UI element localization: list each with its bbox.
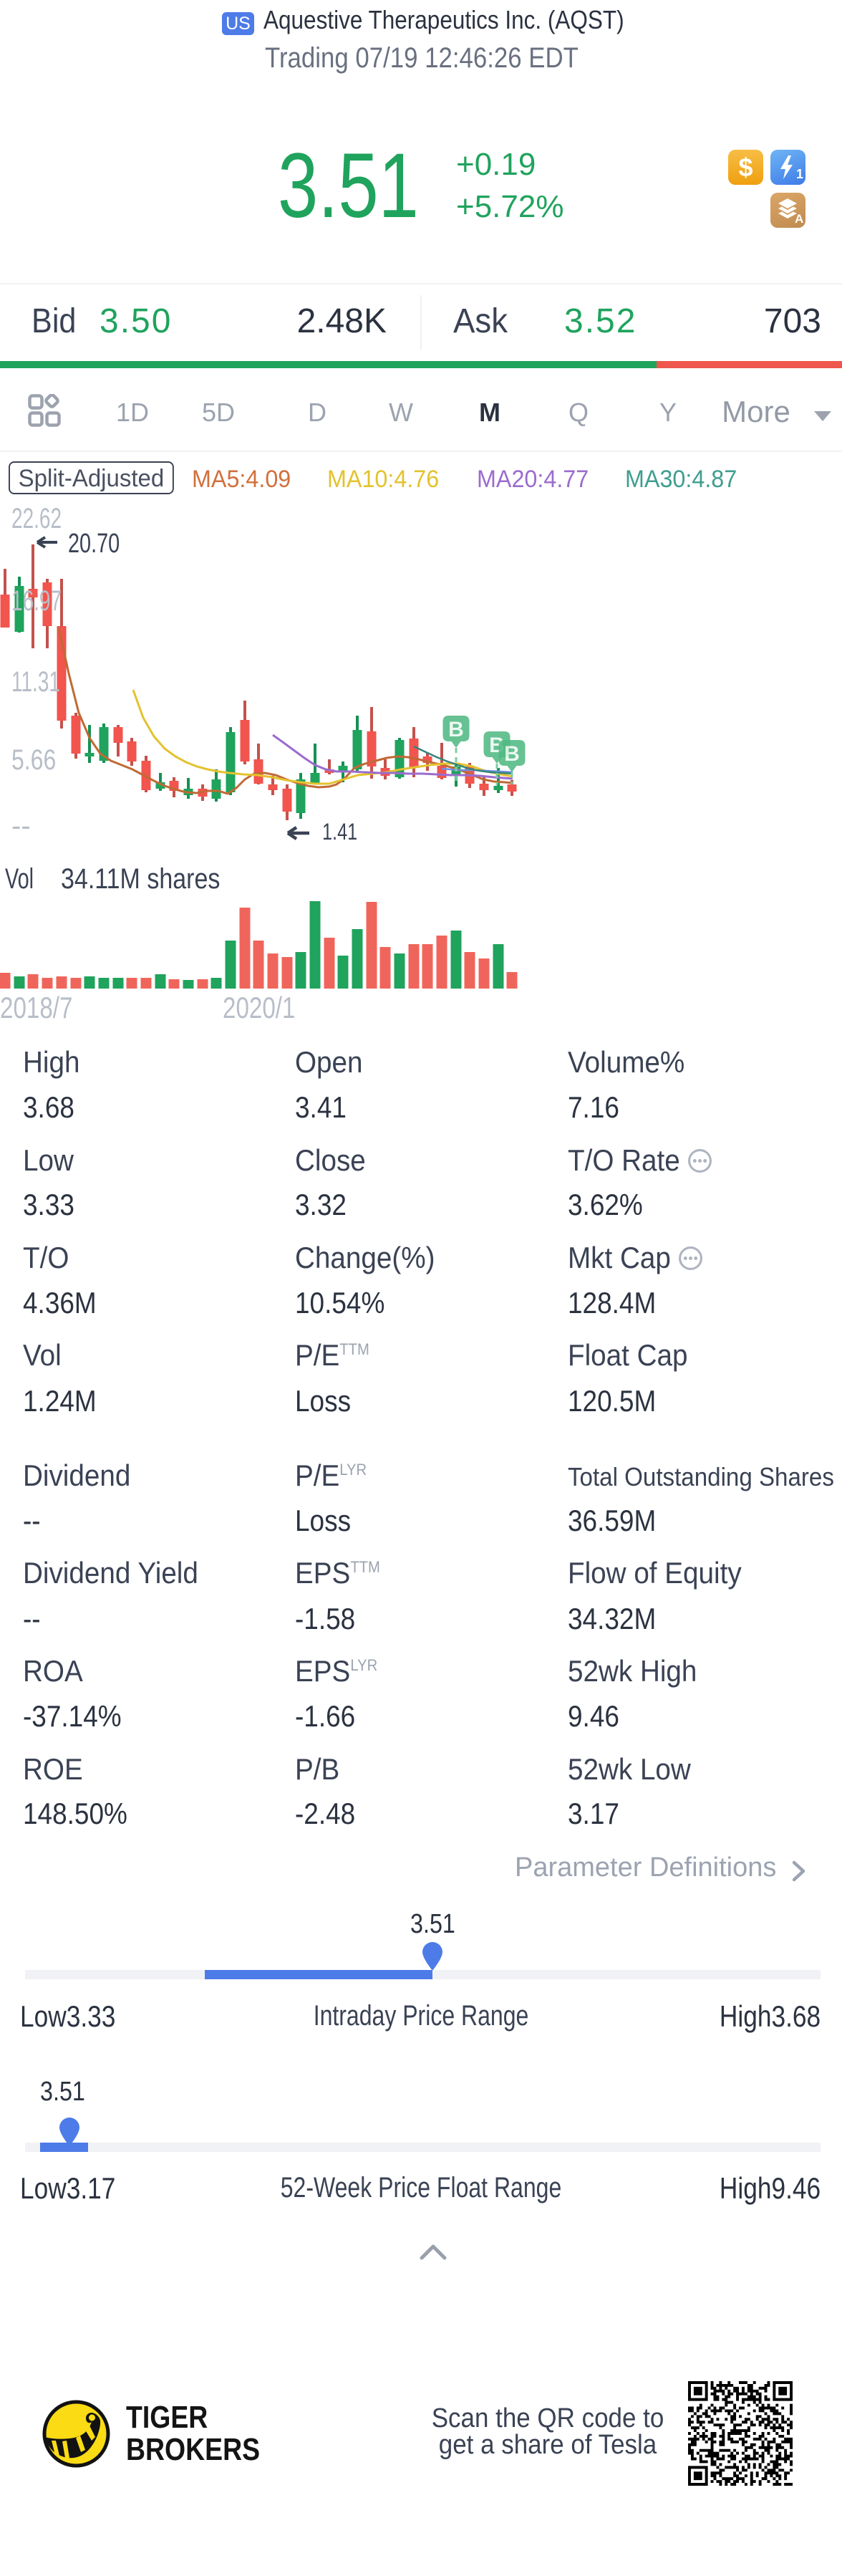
svg-text:B: B <box>504 742 520 766</box>
svg-text:1: 1 <box>796 167 803 181</box>
svg-text:A: A <box>795 212 803 226</box>
svg-text:11.31: 11.31 <box>11 666 60 698</box>
svg-text:B: B <box>448 718 464 741</box>
svg-text:2018/7: 2018/7 <box>0 991 72 1024</box>
svg-text:5.66: 5.66 <box>11 744 56 776</box>
svg-text:2020/1: 2020/1 <box>223 991 295 1024</box>
svg-text:16.97: 16.97 <box>11 585 62 617</box>
svg-text:--: -- <box>11 810 31 842</box>
svg-text:1.41: 1.41 <box>322 820 357 845</box>
svg-text:22.62: 22.62 <box>11 503 62 534</box>
svg-text:20.70: 20.70 <box>68 528 120 559</box>
